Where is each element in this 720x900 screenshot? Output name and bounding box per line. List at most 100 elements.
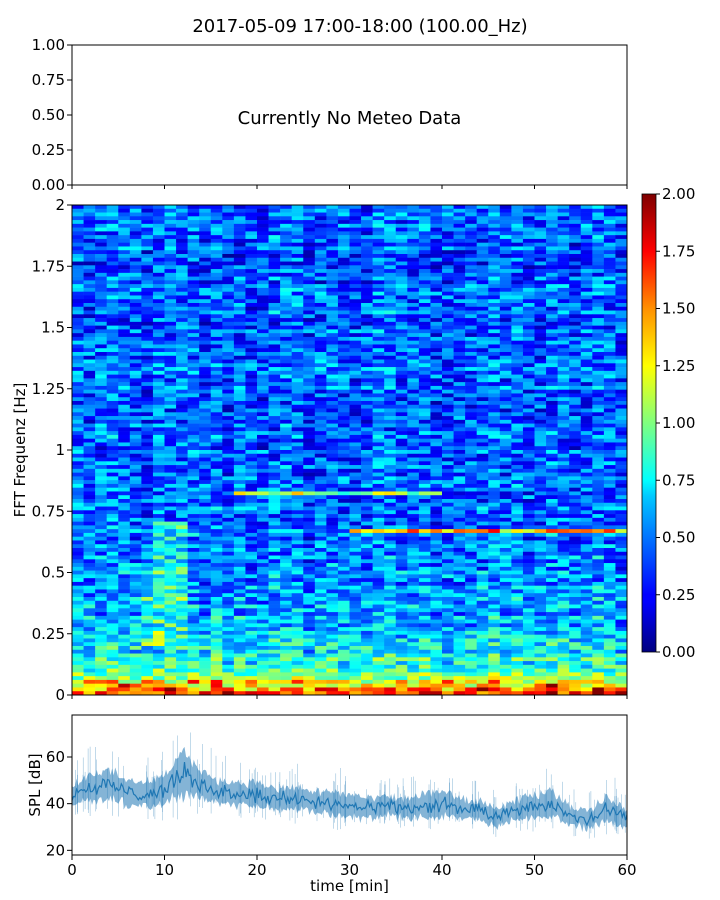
spectrogram-cell <box>499 227 512 232</box>
spectrogram-cell <box>83 423 96 428</box>
spectrogram-cell <box>222 269 235 274</box>
spectrogram-cell <box>222 506 235 511</box>
spectrogram-cell <box>233 457 246 462</box>
spectrogram-cell <box>384 585 397 590</box>
spectrogram-cell <box>476 574 489 579</box>
spectrogram-cell <box>476 446 489 451</box>
spectrogram-cell <box>337 585 350 590</box>
spectrogram-cell <box>511 340 524 345</box>
spectrogram-cell <box>291 280 304 285</box>
spectrogram-cell <box>303 370 316 375</box>
spectrogram-cell <box>199 374 212 379</box>
spectrogram-cell <box>372 408 385 413</box>
spectrogram-cell <box>418 257 431 262</box>
spectrogram-cell <box>407 555 420 560</box>
spectrogram-cell <box>187 548 200 553</box>
spectrogram-cell <box>314 333 327 338</box>
spectrogram-cell <box>615 416 628 421</box>
spectrogram-cell <box>615 438 628 443</box>
spectrogram-cell <box>372 419 385 424</box>
spectrogram-cell <box>233 370 246 375</box>
spectrogram-cell <box>233 367 246 372</box>
spectrogram-cell <box>176 446 188 451</box>
spectrogram-cell <box>361 423 373 428</box>
spectrogram-cell <box>176 287 188 292</box>
spectrogram-cell <box>164 363 177 368</box>
spectrogram-cell <box>395 265 408 270</box>
spectrogram-cell <box>361 306 373 311</box>
spectrogram-cell <box>337 363 350 368</box>
spectrogram-cell <box>522 472 535 477</box>
spectrogram-cell <box>499 483 512 488</box>
spectrogram-cell <box>106 551 119 556</box>
spectrogram-cell <box>245 408 258 413</box>
spectrogram-cell <box>118 491 131 496</box>
spectrogram-cell <box>245 461 258 466</box>
spectrogram-cell <box>522 254 535 259</box>
spectrogram-cell <box>349 276 362 281</box>
spectrogram-cell <box>476 502 489 507</box>
spectrogram-cell <box>303 272 316 277</box>
spectrogram-cell <box>187 284 200 289</box>
spectrogram-cell <box>233 287 246 292</box>
spectrogram-cell <box>210 465 223 470</box>
spectrogram-cell <box>476 231 489 236</box>
spectrogram-cell <box>580 570 593 575</box>
spectrogram-cell <box>280 385 292 390</box>
spectrogram-cell <box>580 487 593 492</box>
spectrogram-cell <box>476 284 489 289</box>
spectrogram-cell <box>592 216 605 221</box>
spectrogram-cell <box>337 385 350 390</box>
spectrogram-cell <box>534 336 547 341</box>
spectrogram-cell <box>522 412 535 417</box>
spectrogram-cell <box>268 548 281 553</box>
spectrogram-cell <box>141 389 154 394</box>
spectrogram-cell <box>129 465 142 470</box>
spectrogram-cell <box>326 344 339 349</box>
spectrogram-cell <box>546 487 558 492</box>
meteo-panel: Currently No Meteo Data 0.000.250.500.75… <box>32 36 628 194</box>
spectrogram-cell <box>615 336 628 341</box>
spectrogram-cell <box>164 318 177 323</box>
spectrogram-cell <box>268 303 281 308</box>
spectrogram-cell <box>476 544 489 549</box>
spectrogram-cell <box>465 321 477 326</box>
spectrogram-cell <box>349 438 362 443</box>
spectrogram-cell <box>546 212 558 217</box>
spectrogram-cell <box>453 570 466 575</box>
spectrogram-cell <box>557 378 570 383</box>
spectrogram-cell <box>106 306 119 311</box>
spectrogram-cell <box>546 340 558 345</box>
spectrogram-cell <box>349 223 362 228</box>
spectrogram-cell <box>361 453 373 458</box>
spectrogram-cell <box>245 412 258 417</box>
spectrogram-cell <box>534 303 547 308</box>
spectrogram-cell <box>569 514 582 519</box>
spectrogram-cell <box>72 585 84 590</box>
spectrogram-cell <box>522 442 535 447</box>
spectrogram-cell <box>129 359 142 364</box>
spectrogram-cell <box>152 374 165 379</box>
spectrogram-cell <box>522 393 535 398</box>
spectrogram-cell <box>314 555 327 560</box>
spectrogram-cell <box>129 299 142 304</box>
spectrogram-cell <box>176 536 188 541</box>
spectrogram-cell <box>314 416 327 421</box>
spectrogram-cell <box>488 303 501 308</box>
spectrogram-cell <box>442 551 454 556</box>
spectrogram-cell <box>141 314 154 319</box>
spectrogram-cell <box>372 529 385 534</box>
spectrogram-cell <box>187 314 200 319</box>
spectrogram-cell <box>280 254 292 259</box>
spectrogram-cell <box>395 378 408 383</box>
spectrogram-cell <box>164 336 177 341</box>
spectrogram-cell <box>372 491 385 496</box>
spectrogram-cell <box>187 310 200 315</box>
spectrogram-cell <box>395 348 408 353</box>
spectrogram-cell <box>314 487 327 492</box>
spectrogram-cell <box>465 220 477 225</box>
spectrogram-cell <box>72 480 84 485</box>
spectrogram-cell <box>314 506 327 511</box>
spectrogram-cell <box>592 389 605 394</box>
spectrogram-cell <box>83 434 96 439</box>
